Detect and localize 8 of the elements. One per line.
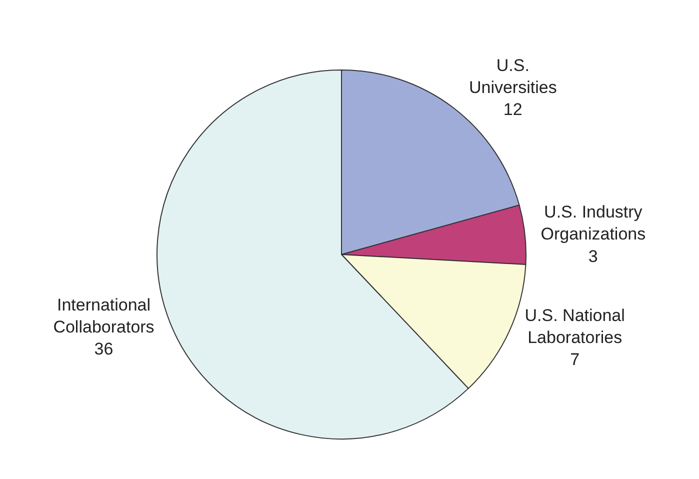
data-label: 7 [570,350,580,370]
slice-label: International Collaborators [53,296,154,337]
data-label: 36 [94,340,114,359]
slice-label: U.S. Industry Organizations [540,202,646,244]
slice-label: U.S. Universities [468,56,557,98]
slice-label: U.S. National Laboratories [524,306,625,348]
data-label: 3 [588,246,598,266]
data-label: 12 [503,100,522,120]
